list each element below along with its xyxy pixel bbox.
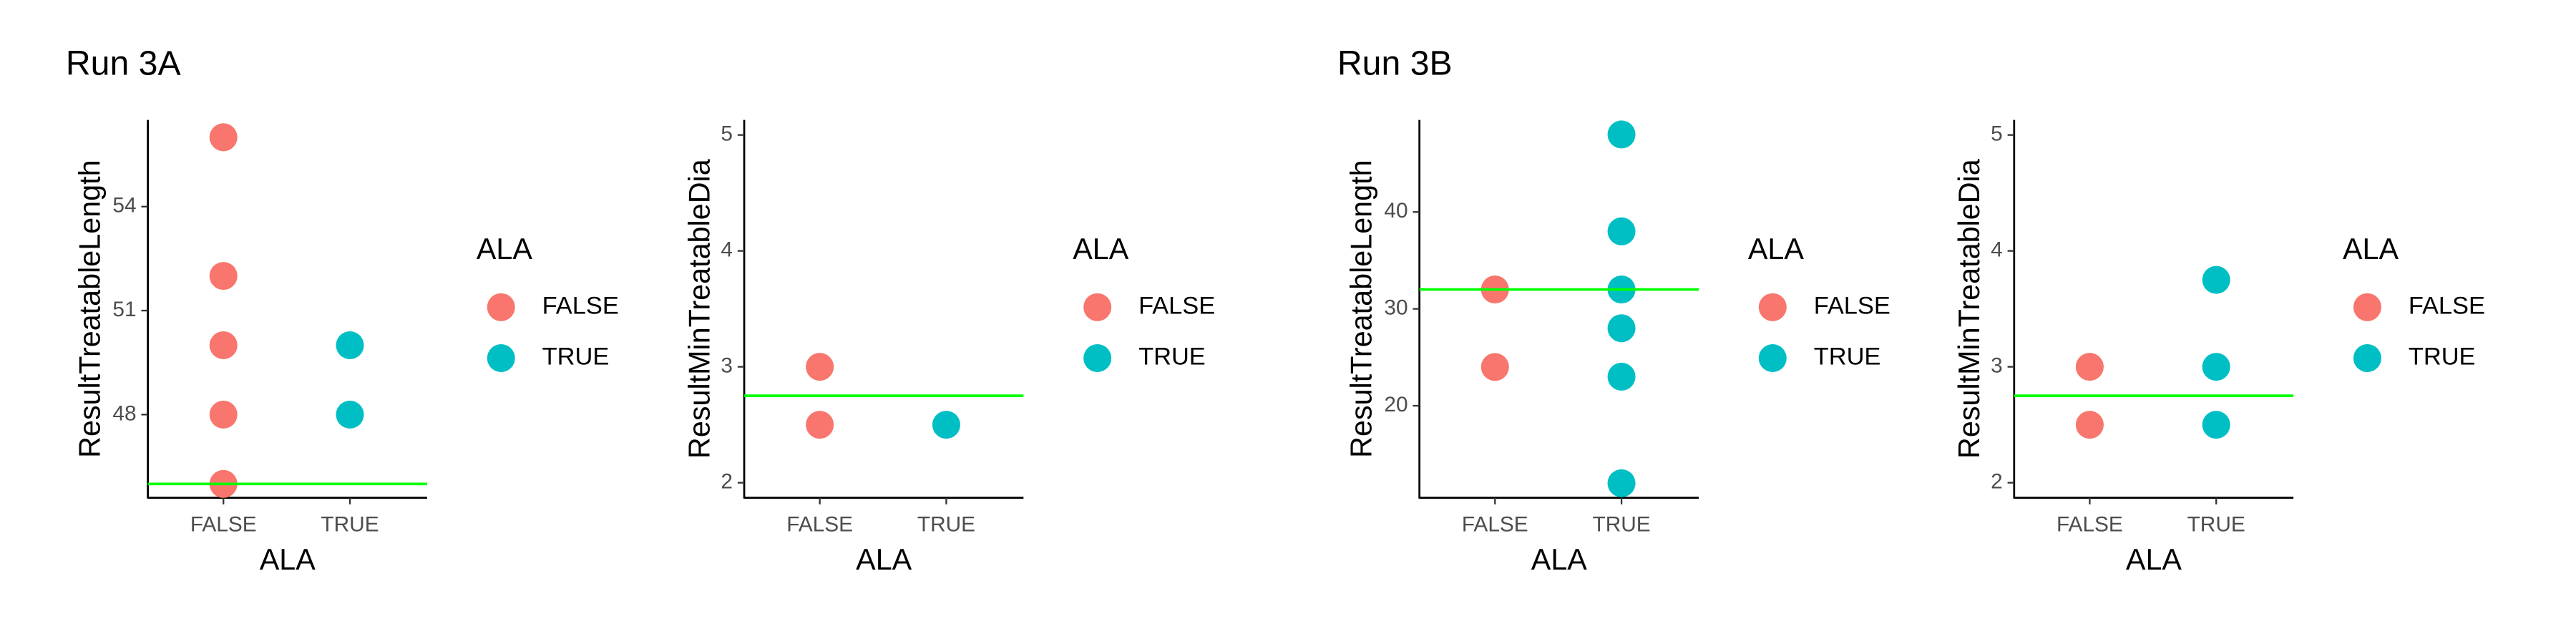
x-tick-label: FALSE [190,513,257,537]
x-tick-label: TRUE [321,513,379,537]
legend-swatch [487,343,515,373]
legend-title: ALA [2343,233,2399,265]
y-tick-label: 48 [112,401,136,425]
point [209,262,238,291]
y-tick-label: 2 [721,469,733,493]
point [2075,353,2104,381]
point [209,331,238,360]
x-axis-label: ALA [2126,543,2182,576]
y-tick-label: 2 [1991,469,2003,493]
legend-label: TRUE [1814,343,1881,371]
point [932,411,960,439]
legend-label: TRUE [2409,343,2476,371]
point [1607,217,1636,245]
x-tick-label: TRUE [2187,513,2245,537]
point [336,331,364,360]
point [806,353,834,381]
x-tick-label: FALSE [1462,513,1528,537]
chart-title: Run 3A [66,44,182,83]
y-tick-label: 5 [1991,122,2003,146]
legend-swatch [2353,293,2381,321]
point [1607,120,1636,149]
point [1607,314,1636,343]
legend-label: FALSE [1138,292,1215,319]
x-tick-label: TRUE [1592,513,1650,537]
legend-swatch [1083,293,1112,321]
x-tick-label: TRUE [917,513,975,537]
legend-swatch [1758,293,1787,321]
chart-title: Run 3B [1337,44,1453,83]
y-tick-label: 51 [112,298,136,321]
y-tick-label: 40 [1384,199,1407,223]
y-tick-label: 54 [112,194,136,218]
point [806,411,834,439]
legend-swatch [1083,343,1112,373]
x-axis-label: ALA [1531,543,1588,576]
legend-title: ALA [477,233,533,265]
legend-label: TRUE [1138,343,1206,371]
legend-swatch [2353,343,2381,373]
point [2202,265,2230,294]
legend-title: ALA [1748,233,1805,265]
x-axis-label: ALA [856,543,912,576]
x-tick-label: FALSE [2057,513,2123,537]
legend-title: ALA [1073,233,1129,265]
x-tick-label: FALSE [786,513,853,537]
point [209,400,238,429]
point [209,123,238,152]
y-tick-label: 4 [1991,238,2003,262]
y-tick-label: 3 [721,353,733,377]
point [1480,353,1509,381]
y-axis-label: ResultMinTreatableDia [683,159,716,459]
point [336,400,364,429]
y-tick-label: 4 [721,238,733,262]
point [1607,362,1636,391]
y-tick-label: 20 [1384,393,1407,416]
legend-swatch [487,293,515,321]
y-axis-label: ResultTreatableLength [73,160,106,457]
point [2075,411,2104,439]
y-tick-label: 5 [721,122,733,146]
legend-label: TRUE [542,343,610,371]
y-axis-label: ResultMinTreatableDia [1953,159,1986,459]
x-axis-label: ALA [260,543,316,576]
legend-label: FALSE [2409,292,2485,319]
y-tick-label: 30 [1384,296,1407,320]
legend-label: FALSE [542,292,619,319]
point [1607,469,1636,497]
point [2202,411,2230,439]
y-axis-label: ResultTreatableLength [1345,160,1378,457]
legend-swatch [1758,343,1787,373]
y-tick-label: 3 [1991,353,2003,377]
point [2202,353,2230,381]
legend-label: FALSE [1814,292,1890,319]
